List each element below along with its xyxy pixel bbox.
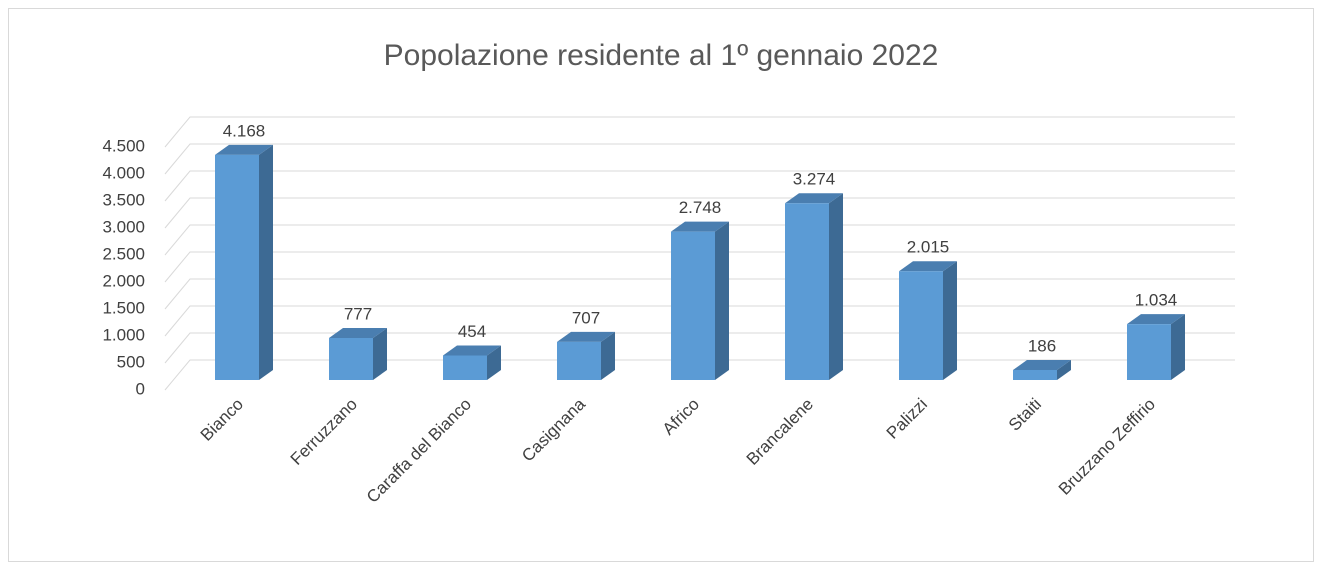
bar-side: [487, 345, 501, 380]
bar: [215, 144, 273, 380]
bar-front: [1013, 369, 1057, 380]
bar: [1013, 359, 1071, 380]
bar: [557, 331, 615, 380]
value-label: 2.748: [679, 198, 722, 217]
value-label: 1.034: [1135, 291, 1178, 310]
y-tick-label: 4.000: [102, 163, 145, 182]
bar-front: [443, 355, 487, 380]
bar-side: [1057, 359, 1071, 380]
bar-front: [215, 154, 259, 380]
bar-top: [785, 193, 843, 204]
chart-border: [8, 8, 1314, 562]
y-tick-label: 1.000: [102, 325, 145, 344]
grid-line: [164, 224, 1235, 256]
y-tick-label: 2.500: [102, 244, 145, 263]
bar-top: [215, 144, 273, 155]
chart-title: Popolazione residente al 1º gennaio 2022: [384, 39, 939, 72]
value-label: 186: [1028, 336, 1056, 355]
bar-front: [671, 231, 715, 380]
grid-line: [164, 278, 1235, 310]
grid-line: [164, 116, 1235, 148]
value-label: 2.015: [907, 238, 950, 257]
grid-line: [164, 143, 1235, 175]
bar-top: [1127, 314, 1185, 325]
bar-front: [1127, 324, 1171, 380]
bar-side: [943, 261, 957, 380]
bar-top: [329, 328, 387, 339]
y-tick-label: 500: [117, 352, 145, 371]
grid-line: [164, 197, 1235, 229]
value-label: 4.168: [223, 121, 266, 140]
bar-front: [557, 341, 601, 380]
y-tick-label: 4.500: [102, 136, 145, 155]
y-tick-label: 2.000: [102, 271, 145, 290]
bar-side: [1171, 314, 1185, 380]
y-tick-label: 3.000: [102, 217, 145, 236]
value-label: 454: [458, 322, 486, 341]
bar-side: [829, 193, 843, 380]
bar-side: [715, 221, 729, 380]
bar-top: [1013, 359, 1071, 370]
bar: [785, 193, 843, 380]
grid-line: [164, 332, 1235, 364]
bar-top: [899, 261, 957, 272]
grid-line: [164, 251, 1235, 283]
bar-front: [785, 203, 829, 380]
bar: [899, 261, 957, 380]
bar-front: [329, 338, 373, 380]
grid-line: [164, 305, 1235, 337]
bar-side: [373, 328, 387, 380]
grid-line: [164, 170, 1235, 202]
value-label: 777: [344, 305, 372, 324]
y-tick-label: 3.500: [102, 190, 145, 209]
bar: [1127, 314, 1185, 380]
bar: [671, 221, 729, 380]
bar: [443, 345, 501, 380]
grid-line: [164, 359, 1235, 391]
bar-side: [259, 144, 273, 380]
bar-top: [443, 345, 501, 356]
value-label: 3.274: [793, 170, 836, 189]
value-label: 707: [572, 308, 600, 327]
bar-top: [557, 331, 615, 342]
y-tick-label: 0: [136, 379, 145, 398]
bar: [329, 328, 387, 380]
bar-front: [899, 271, 943, 380]
y-tick-label: 1.500: [102, 298, 145, 317]
bar-top: [671, 221, 729, 232]
bar-side: [601, 331, 615, 380]
